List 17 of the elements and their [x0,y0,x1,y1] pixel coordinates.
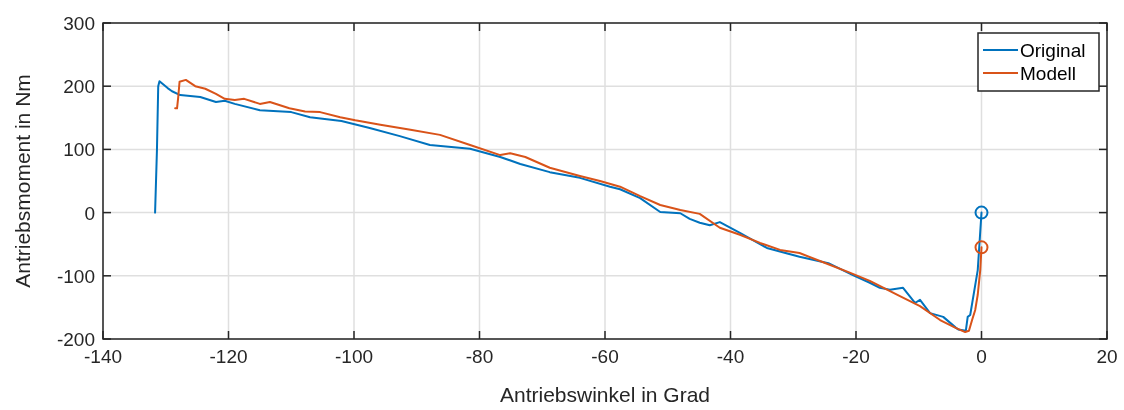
x-axis-title: Antriebswinkel in Grad [499,383,711,406]
x-tick-label: -60 [591,346,619,367]
x-tick-label: -80 [465,346,494,367]
y-tick-label: 200 [63,76,95,98]
y-tick-label: 100 [63,139,95,161]
x-tick-label: -100 [334,346,374,367]
y-axis-title: Antriebsmoment in Nm [11,74,34,288]
x-tick-label: 0 [976,346,987,367]
y-tick-label: -100 [56,265,95,287]
x-tick-label: -20 [842,346,870,367]
y-tick-label: 300 [63,13,95,34]
x-tick-label: -40 [716,346,745,367]
legend-label: Modell [1020,63,1076,84]
y-tick-label: 0 [84,202,95,224]
legend-label: Original [1020,40,1086,61]
x-tick-label: -120 [209,346,248,367]
x-tick-label: 20 [1096,346,1118,367]
